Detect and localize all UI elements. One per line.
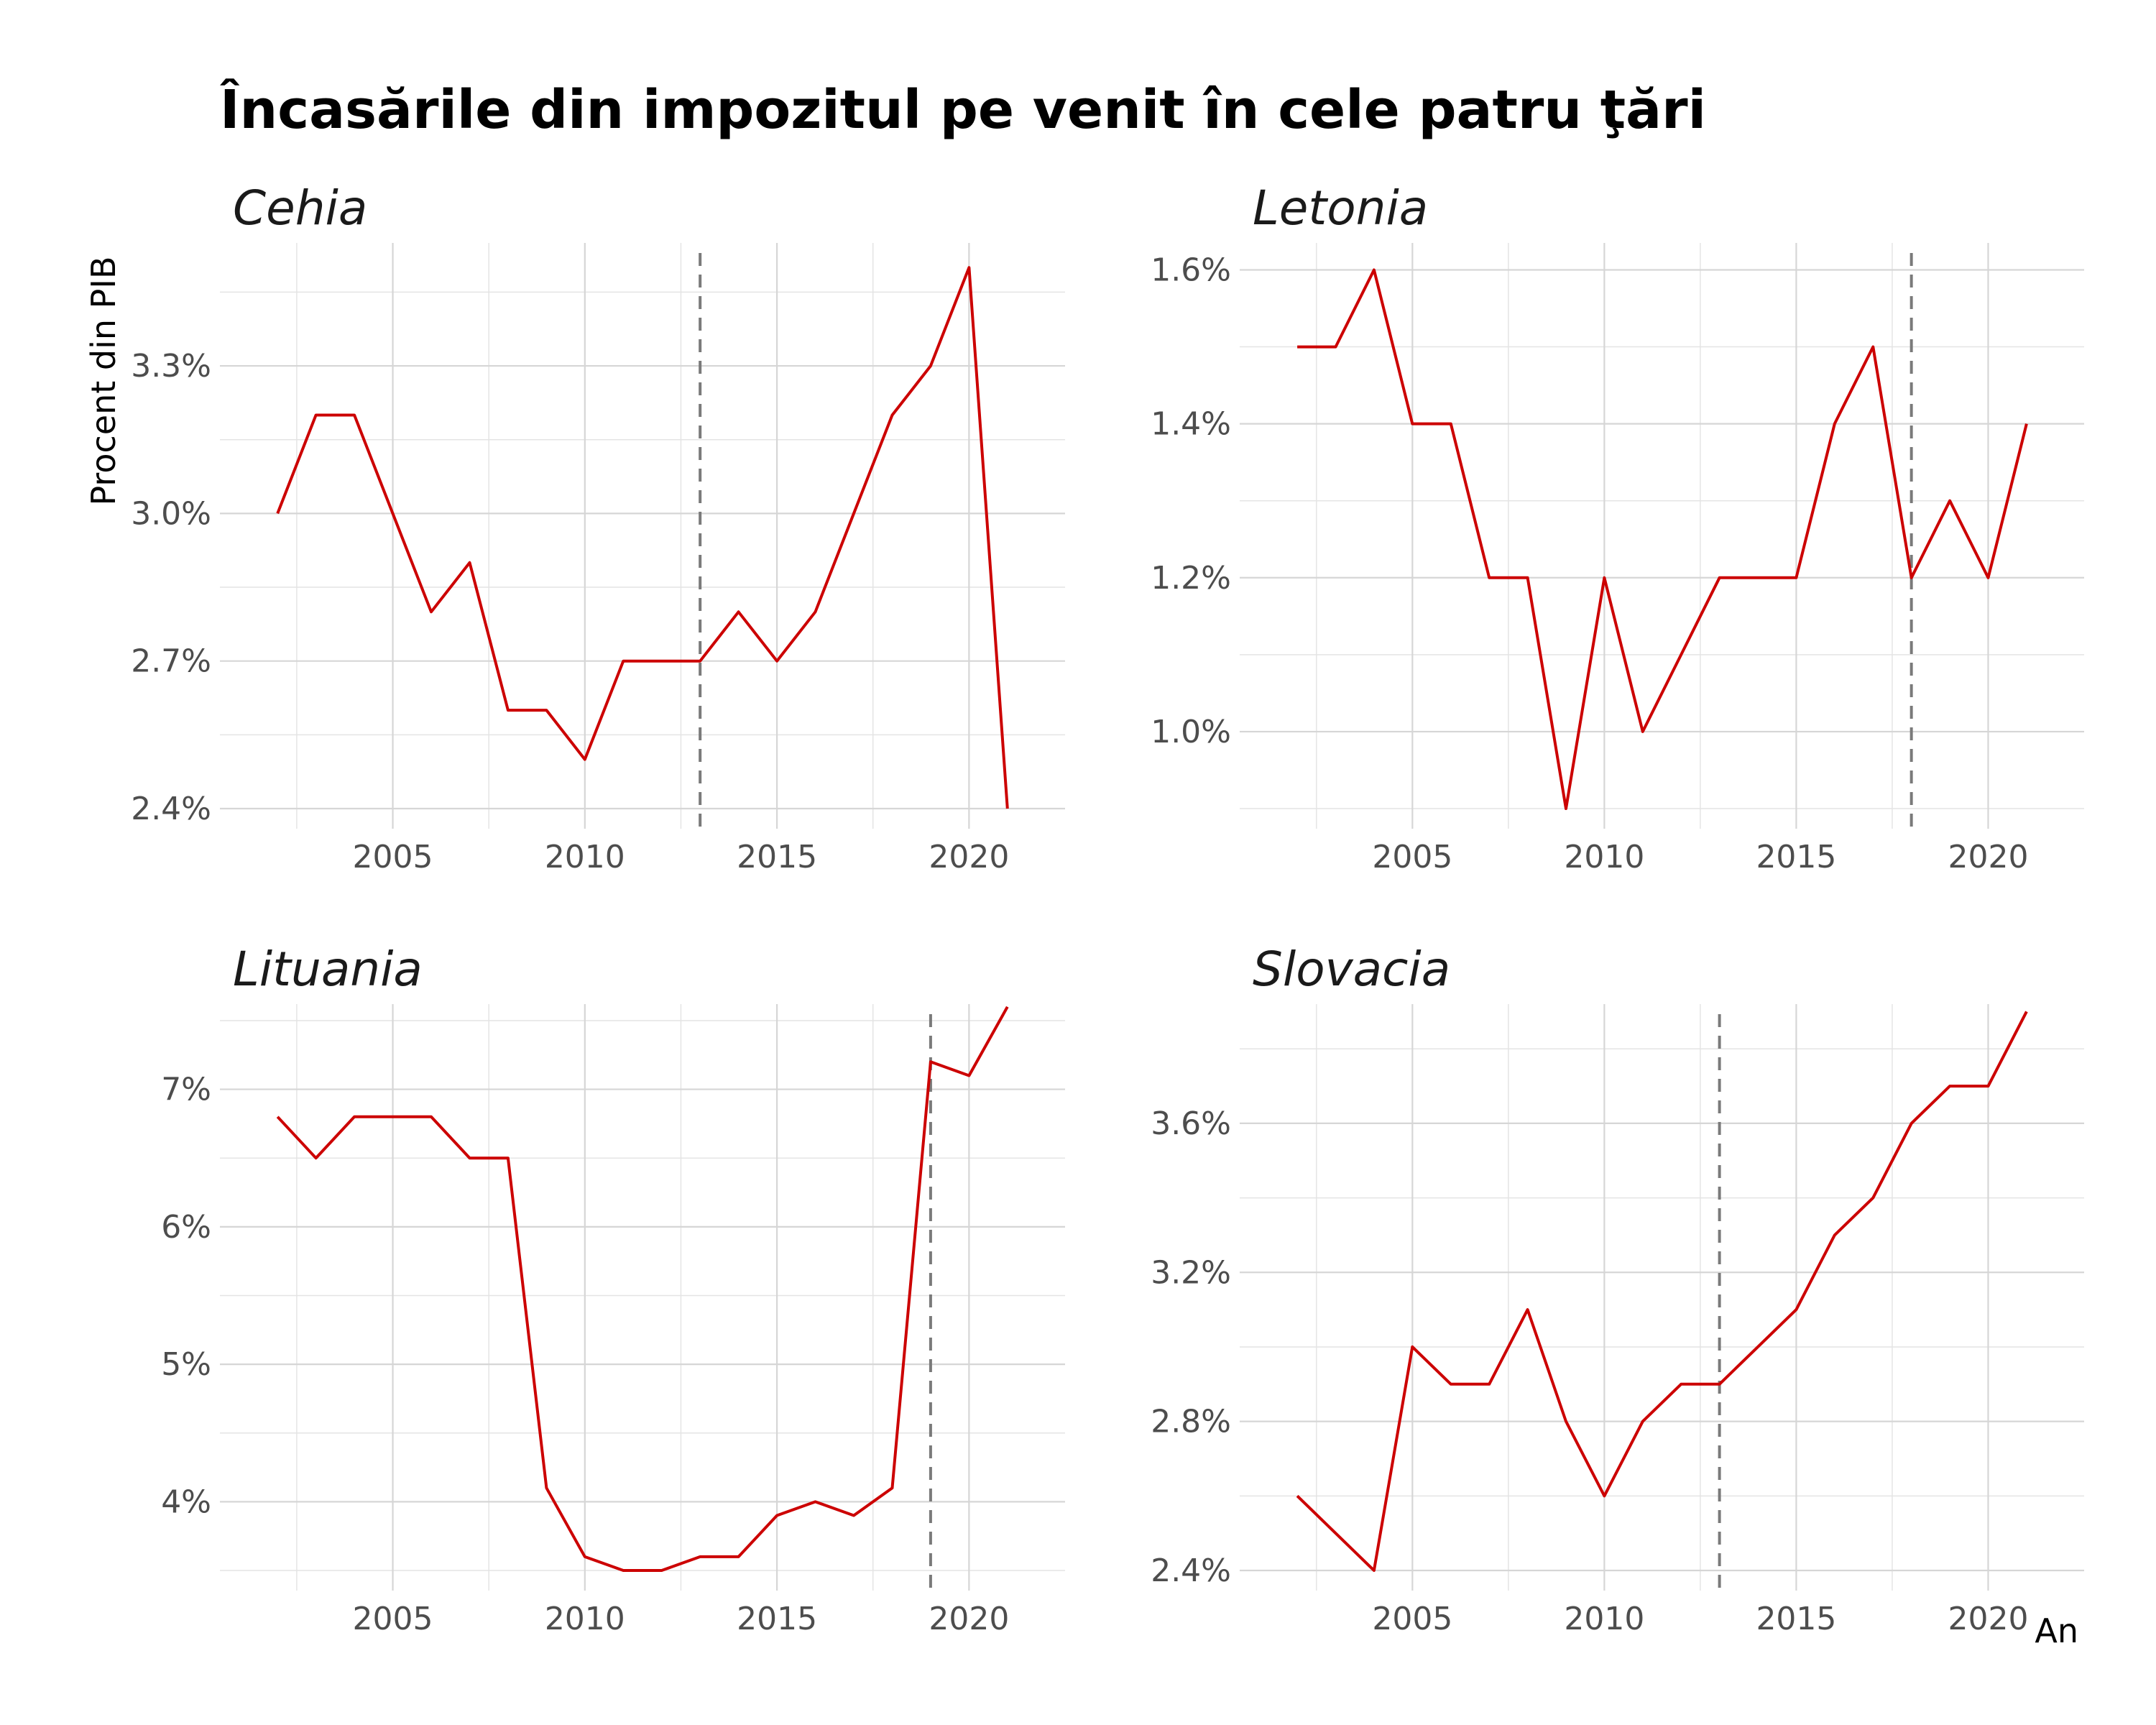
panel-lituania: Lituania 2005 2010 2015 2020 4% 5% 6% 7% — [161, 942, 1065, 1637]
x-tick-label: 2020 — [1948, 1601, 2028, 1637]
x-tick-label: 2020 — [929, 1601, 1009, 1637]
y-tick-label: 6% — [161, 1209, 211, 1246]
x-tick-label: 2020 — [1948, 839, 2028, 875]
series-line-lituania — [276, 1006, 1009, 1572]
x-tick-label: 2005 — [353, 839, 433, 875]
panel-title: Cehia — [233, 180, 367, 236]
x-tick-label: 2015 — [737, 839, 817, 875]
y-tick-label: 1.6% — [1151, 252, 1231, 288]
x-tick-label: 2005 — [1372, 839, 1452, 875]
chart-panels: Cehia 2005 2010 2015 2020 2.4% 2.7% 3.0% 3.3% Let… — [131, 180, 2084, 1637]
x-tick-label: 2010 — [1564, 1601, 1644, 1637]
y-tick-label: 2.4% — [1151, 1552, 1231, 1589]
series-line-slovacia — [1296, 1011, 2028, 1572]
x-tick-label: 2015 — [737, 1601, 817, 1637]
y-tick-label: 7% — [161, 1072, 211, 1108]
x-axis-title: An — [2035, 1611, 2078, 1650]
y-tick-label: 1.2% — [1151, 560, 1231, 597]
y-tick-label: 3.3% — [131, 348, 211, 385]
x-tick-label: 2020 — [929, 839, 1009, 875]
panel-letonia: Letonia 2005 2010 2015 2020 1.0% 1.2% 1.4% 1.6% — [1151, 180, 2084, 875]
panel-title: Letonia — [1253, 180, 1428, 236]
panel-slovacia: Slovacia 2005 2010 2015 2020 2.4% 2.8% 3.2% 3.6% — [1151, 942, 2084, 1637]
panel-cehia: Cehia 2005 2010 2015 2020 2.4% 2.7% 3.0% 3.3% — [131, 180, 1065, 875]
x-tick-label: 2010 — [1564, 839, 1644, 875]
x-tick-label: 2005 — [353, 1601, 433, 1637]
y-tick-label: 4% — [161, 1484, 211, 1520]
panel-title: Lituania — [233, 942, 423, 997]
x-tick-label: 2010 — [545, 839, 625, 875]
y-tick-label: 2.7% — [131, 643, 211, 680]
chart-title: Încasările din impozitul pe venit în cel… — [220, 78, 1706, 141]
x-tick-label: 2015 — [1756, 1601, 1836, 1637]
panel-title: Slovacia — [1253, 942, 1450, 997]
y-tick-label: 1.4% — [1151, 406, 1231, 443]
y-tick-label: 2.8% — [1151, 1404, 1231, 1440]
y-tick-label: 1.0% — [1151, 714, 1231, 750]
y-tick-label: 3.0% — [131, 495, 211, 532]
x-tick-label: 2005 — [1372, 1601, 1452, 1637]
y-tick-label: 2.4% — [131, 791, 211, 827]
x-tick-label: 2015 — [1756, 839, 1836, 875]
y-tick-label: 3.2% — [1151, 1254, 1231, 1291]
x-tick-label: 2010 — [545, 1601, 625, 1637]
series-line-letonia — [1297, 268, 2028, 810]
series-line-cehia — [276, 266, 1009, 809]
y-axis-title: Procent din PIB — [84, 257, 123, 506]
y-tick-label: 3.6% — [1151, 1105, 1231, 1142]
y-tick-label: 5% — [161, 1346, 211, 1383]
